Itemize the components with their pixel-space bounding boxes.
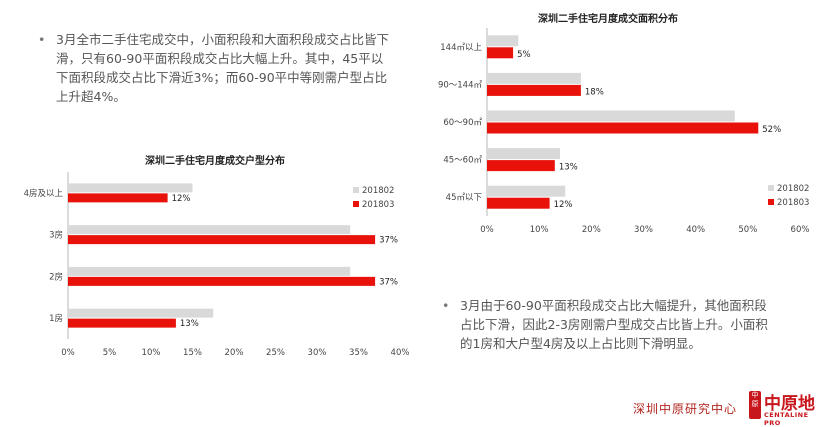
bar-201803: [487, 160, 555, 172]
bar-201802: [487, 185, 566, 197]
research-center-name: 深圳中原研究中心: [633, 402, 738, 416]
bar-201802: [68, 266, 351, 276]
category-label: 45～60㎡: [443, 156, 482, 166]
bar-201803: [487, 197, 550, 209]
bullet-dot: •: [38, 32, 46, 47]
x-tick-label: 50%: [738, 225, 757, 235]
data-label: 37%: [379, 236, 398, 246]
bar-201802: [487, 35, 519, 47]
bullet-dot: •: [442, 298, 450, 313]
bar-201803: [487, 47, 514, 59]
x-tick-label: 30%: [308, 348, 327, 358]
x-tick-label: 40%: [391, 348, 410, 358]
data-label: 5%: [517, 50, 531, 60]
bullet-point-2: • 3月由于60-90平面积段成交占比大幅提升，其他面积段占比下滑，因此2-3房…: [442, 296, 778, 353]
legend-label: 201803: [362, 200, 394, 210]
category-label: 144㎡以上: [440, 43, 482, 53]
x-tick-label: 35%: [349, 348, 368, 358]
centaline-seal-logo: 中原: [749, 391, 761, 419]
centaline-logo-english: CENTALINE PRO: [764, 411, 809, 427]
bar-201802: [487, 110, 735, 122]
data-label: 12%: [554, 200, 573, 210]
x-tick-label: 15%: [183, 348, 202, 358]
bar-201803: [68, 235, 376, 245]
category-label: 90～144㎡: [438, 80, 483, 90]
x-tick-label: 30%: [634, 225, 653, 235]
bar-201802: [487, 148, 561, 160]
x-tick-label: 25%: [266, 348, 285, 358]
bar-201803: [68, 193, 168, 203]
centaline-logo-text: 中原地: [764, 394, 815, 414]
x-tick-label: 60%: [791, 225, 810, 235]
category-label: 45㎡以下: [446, 193, 483, 203]
x-tick-label: 20%: [225, 348, 244, 358]
unit-type-distribution-chart: 深圳二手住宅月度成交户型分布 4房及以上 12% 3房 37% 2房 37% 1房 13% 0% 5…: [24, 154, 410, 358]
data-label: 12%: [172, 194, 191, 204]
legend-label: 201802: [362, 186, 394, 196]
bullet-point-1: • 3月全市二手住宅成交中，小面积段和大面积段成交占比皆下滑，只有60-90平面…: [38, 30, 390, 106]
bar-201802: [68, 225, 351, 235]
legend-swatch-201803: [353, 201, 359, 207]
category-label: 1房: [49, 313, 63, 324]
x-tick-label: 0%: [61, 348, 75, 358]
legend-swatch-201802: [353, 187, 359, 193]
x-tick-label: 10%: [530, 225, 549, 235]
category-label: 60～90㎡: [443, 118, 482, 128]
bar-201803: [68, 318, 176, 328]
bar-201802: [68, 308, 214, 318]
legend-label: 201802: [777, 184, 809, 194]
chart-title: 深圳二手住宅月度成交面积分布: [538, 12, 678, 25]
legend-swatch-201803: [768, 199, 774, 205]
bullet-text: 3月由于60-90平面积段成交占比大幅提升，其他面积段占比下滑，因此2-3房刚需…: [460, 298, 768, 351]
legend-label: 201803: [777, 198, 809, 208]
bar-201803: [487, 122, 759, 134]
category-label: 4房及以上: [24, 188, 64, 199]
footer-branding: 深圳中原研究中心 中原 中原地 CENTALINE PRO: [633, 385, 823, 427]
bar-201802: [68, 183, 193, 193]
legend-swatch-201802: [768, 185, 774, 191]
data-label: 52%: [762, 125, 781, 135]
category-label: 2房: [49, 271, 63, 282]
x-tick-label: 5%: [103, 348, 117, 358]
bar-201802: [487, 72, 581, 84]
data-label: 37%: [379, 277, 398, 287]
bar-201803: [487, 84, 581, 96]
x-tick-label: 40%: [686, 225, 705, 235]
bar-201803: [68, 276, 376, 286]
category-label: 3房: [49, 230, 63, 241]
bullet-text: 3月全市二手住宅成交中，小面积段和大面积段成交占比皆下滑，只有60-90平面积段…: [56, 32, 389, 104]
data-label: 18%: [585, 87, 604, 97]
data-label: 13%: [180, 319, 199, 329]
x-tick-label: 10%: [142, 348, 161, 358]
area-distribution-chart: 深圳二手住宅月度成交面积分布 144㎡以上 5% 90～144㎡ 18% 60～90㎡ 52…: [438, 12, 810, 235]
x-tick-label: 20%: [582, 225, 601, 235]
chart-title: 深圳二手住宅月度成交户型分布: [145, 154, 285, 167]
data-label: 13%: [559, 163, 578, 173]
x-tick-label: 0%: [480, 225, 494, 235]
